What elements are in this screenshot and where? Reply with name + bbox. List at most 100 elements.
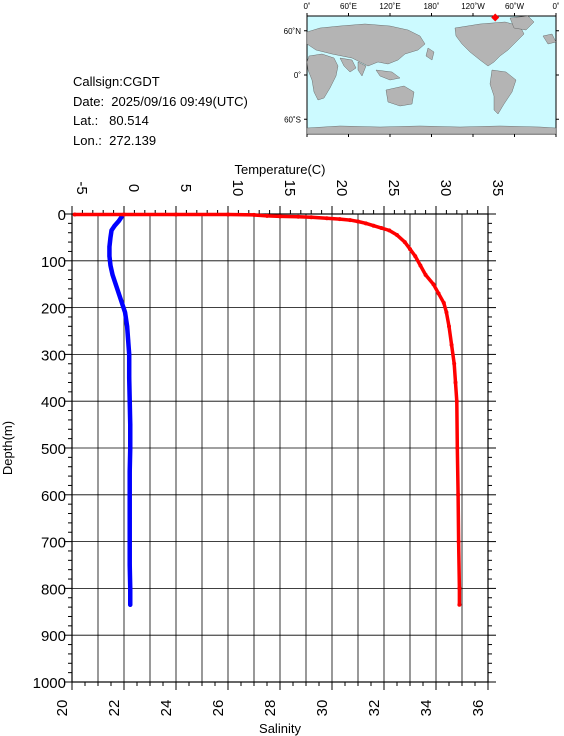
top-axis-tick-label: 20	[333, 180, 350, 197]
temperature-point	[128, 602, 133, 607]
salinity-point	[265, 213, 269, 218]
bottom-axis-tick-label: 28	[262, 700, 279, 717]
left-axis-tick-label: 100	[41, 254, 66, 271]
salinity-point	[447, 324, 451, 329]
salinity-point	[455, 446, 460, 450]
map-land	[306, 15, 557, 135]
map-top-tick-label: 0˚	[303, 2, 310, 11]
salinity-point	[363, 221, 368, 226]
salinity-point	[457, 602, 462, 607]
salinity-point	[356, 219, 360, 224]
left-axis-tick-label: 200	[41, 301, 66, 318]
temperature-point	[127, 469, 132, 474]
top-axis-tick-label: 15	[281, 180, 298, 197]
salinity-point	[72, 212, 77, 217]
salinity-point	[402, 240, 407, 245]
map-top-tick-label: 60˚W	[505, 2, 525, 11]
temperature-point	[128, 446, 133, 450]
map-top-tick-label: 60˚E	[340, 2, 357, 11]
salinity-point	[436, 291, 441, 296]
salinity-point	[337, 217, 342, 222]
salinity-point	[431, 282, 436, 287]
temperature-point	[112, 223, 117, 228]
temperature-point	[127, 375, 132, 380]
temperature-point	[125, 324, 130, 329]
temperature-point	[128, 422, 133, 427]
salinity-point	[413, 254, 418, 259]
top-axis-label: Temperature(C)	[234, 162, 325, 177]
temperature-point	[127, 492, 132, 497]
map-ticks	[304, 13, 559, 137]
temperature-point	[107, 254, 112, 259]
bottom-axis-tick-label: 36	[470, 700, 487, 717]
temperature-point	[126, 338, 131, 343]
temperature-point	[107, 244, 112, 249]
salinity-point	[174, 212, 178, 217]
data-series	[72, 212, 462, 608]
temperature-point	[128, 586, 133, 591]
map-top-tick-label: 0˚	[552, 2, 559, 11]
map-tick-labels: 0˚ 60˚E 120˚E 180˚ 120˚W 60˚W 0˚ 60˚N 0˚ 60˚S	[284, 2, 560, 124]
bottom-axis-tick-label: 20	[54, 700, 71, 717]
salinity-point	[309, 215, 314, 220]
bottom-axis-tick-label: 32	[366, 700, 383, 717]
salinity-point	[324, 216, 329, 221]
salinity-point	[452, 361, 457, 366]
map-left-tick-label: 60˚S	[284, 115, 301, 124]
salinity-point	[122, 212, 126, 217]
map-top-tick-label: 120˚W	[461, 2, 485, 11]
salinity-point	[418, 263, 423, 268]
temperature-point	[110, 272, 115, 277]
salinity-point	[453, 380, 458, 385]
bottom-axis-tick-label: 34	[418, 700, 435, 717]
salinity-point	[441, 300, 446, 305]
map-top-tick-label: 120˚E	[379, 2, 400, 11]
salinity-point	[456, 539, 461, 544]
top-axis-tick-label: 10	[229, 180, 246, 197]
salinity-point	[449, 343, 454, 348]
temperature-point	[123, 310, 128, 315]
temperature-point	[127, 539, 132, 544]
top-axis-tick-label: 5	[177, 184, 194, 192]
chart-grid	[71, 213, 489, 683]
callsign-text: Callsign:CGDT	[73, 74, 160, 89]
salinity-point	[296, 214, 301, 219]
temperature-point	[108, 263, 113, 268]
top-axis-tick-label: 0	[125, 184, 142, 192]
left-axis-tick-label: 500	[41, 441, 66, 458]
salinity-point	[457, 586, 462, 591]
temperature-point	[116, 219, 121, 224]
left-axis-tick-label: 700	[41, 535, 66, 552]
temperature-point	[108, 235, 113, 240]
left-axis-tick-label: 0	[58, 207, 66, 224]
latitude-text: Lat.: 80.514	[73, 113, 149, 128]
left-axis-tick-label: 600	[41, 488, 66, 505]
salinity-point	[454, 399, 459, 404]
top-axis-tick-label: 35	[489, 180, 506, 197]
salinity-point	[395, 233, 399, 238]
temperature-point	[127, 399, 132, 404]
temperature-point	[109, 228, 114, 233]
salinity-point	[226, 212, 230, 217]
temperature-point	[127, 563, 132, 567]
top-axis-tick-label: 25	[385, 180, 402, 197]
salinity-point	[379, 226, 384, 231]
temperature-point	[127, 352, 132, 357]
map-left-tick-label: 60˚N	[284, 27, 302, 36]
map-left-tick-label: 0˚	[294, 71, 301, 80]
map-top-tick-label: 180˚	[423, 2, 439, 11]
world-map: 0˚ 60˚E 120˚E 180˚ 120˚W 60˚W 0˚ 60˚N 0˚ 60˚S	[284, 2, 560, 137]
bottom-axis-tick-label: 22	[106, 700, 123, 717]
temperature-point	[116, 291, 121, 296]
station-info: Callsign:CGDT Date: 2025/09/16 09:49(UTC…	[73, 72, 248, 150]
salinity-point	[387, 228, 392, 233]
top-axis-tick-label: 30	[437, 180, 454, 197]
left-axis-tick-label: 300	[41, 347, 66, 364]
salinity-point	[348, 218, 353, 223]
temperature-point	[127, 516, 132, 521]
salinity-point	[408, 247, 412, 252]
salinity-point	[371, 223, 376, 228]
salinity-point	[278, 214, 282, 219]
left-axis-label: Depth(m)	[0, 421, 15, 475]
